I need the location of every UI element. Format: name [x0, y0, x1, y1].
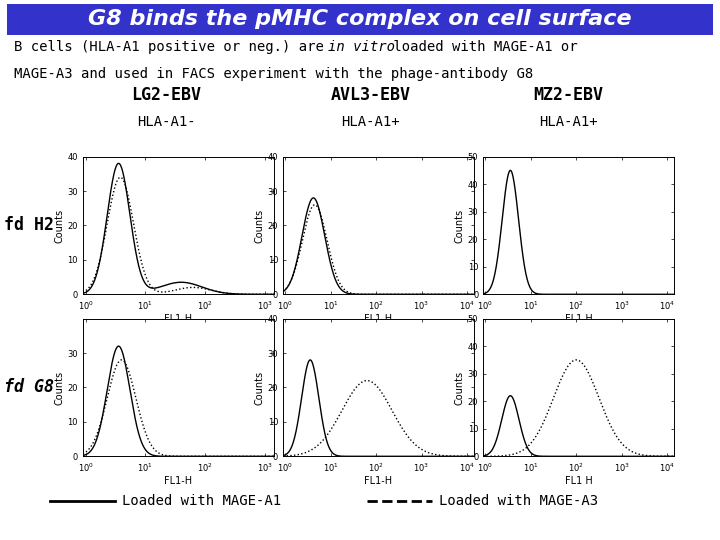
- X-axis label: FL1-H: FL1-H: [364, 476, 392, 487]
- Y-axis label: Counts: Counts: [455, 208, 465, 242]
- Text: Loaded with MAGE-A3: Loaded with MAGE-A3: [439, 495, 598, 508]
- Text: MZ2-EBV: MZ2-EBV: [533, 86, 603, 104]
- Text: MAGE-A3 and used in FACS experiment with the phage-antibody G8: MAGE-A3 and used in FACS experiment with…: [14, 66, 534, 80]
- Y-axis label: Counts: Counts: [55, 370, 65, 404]
- Text: HLA-A1+: HLA-A1+: [341, 116, 400, 129]
- Y-axis label: Counts: Counts: [455, 370, 465, 404]
- Text: B cells (HLA-A1 positive or neg.) are: B cells (HLA-A1 positive or neg.) are: [14, 40, 333, 54]
- Text: LG2-EBV: LG2-EBV: [131, 86, 201, 104]
- Text: HLA-A1+: HLA-A1+: [539, 116, 598, 129]
- Text: HLA-A1-: HLA-A1-: [137, 116, 195, 129]
- Y-axis label: Counts: Counts: [255, 208, 265, 242]
- Text: loaded with MAGE-A1 or: loaded with MAGE-A1 or: [384, 40, 577, 54]
- X-axis label: FL1-H: FL1-H: [364, 314, 392, 325]
- Text: fd H2: fd H2: [4, 217, 54, 234]
- Text: fd G8: fd G8: [4, 379, 54, 396]
- X-axis label: FL1-H: FL1-H: [164, 476, 192, 487]
- X-axis label: FL1-H: FL1-H: [164, 314, 192, 325]
- Y-axis label: Counts: Counts: [255, 370, 265, 404]
- Text: in vitro: in vitro: [328, 40, 395, 54]
- X-axis label: FL1 H: FL1 H: [564, 314, 593, 325]
- X-axis label: FL1 H: FL1 H: [564, 476, 593, 487]
- Text: AVL3-EBV: AVL3-EBV: [330, 86, 410, 104]
- Y-axis label: Counts: Counts: [55, 208, 65, 242]
- Text: G8 binds the pMHC complex on cell surface: G8 binds the pMHC complex on cell surfac…: [88, 9, 632, 30]
- Text: Loaded with MAGE-A1: Loaded with MAGE-A1: [122, 495, 282, 508]
